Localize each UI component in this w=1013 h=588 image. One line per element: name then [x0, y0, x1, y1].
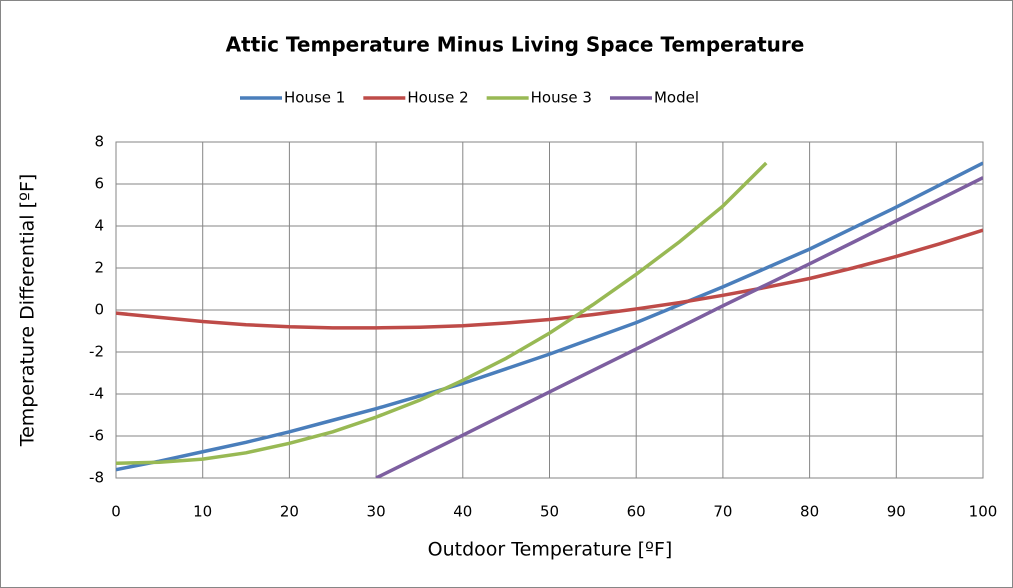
series-line — [116, 228, 983, 330]
plot-frame — [115, 141, 984, 479]
y-tick-label: 6 — [94, 175, 104, 193]
y-axis-label: Temperature Differential [ºF] — [17, 174, 39, 448]
y-tick-label: 4 — [94, 217, 104, 235]
series-line — [116, 161, 983, 472]
x-tick-label: 90 — [887, 503, 906, 521]
x-tick-label: 40 — [453, 503, 472, 521]
y-tick-label: -2 — [89, 343, 104, 361]
x-axis-label: Outdoor Temperature [ºF] — [428, 539, 673, 561]
x-tick-label: 10 — [193, 503, 212, 521]
legend-label: House 1 — [284, 89, 345, 107]
x-tick-label: 100 — [969, 503, 998, 521]
x-tick-label: 30 — [367, 503, 386, 521]
y-tick-label: 0 — [94, 301, 104, 319]
y-tick-label: -6 — [89, 427, 104, 445]
x-tick-label: 70 — [713, 503, 732, 521]
legend-label: House 2 — [407, 89, 468, 107]
x-tick-label: 60 — [627, 503, 646, 521]
legend-label: House 3 — [531, 89, 592, 107]
legend-label: Model — [654, 89, 699, 107]
y-tick-label: -4 — [89, 385, 104, 403]
x-tick-label: 0 — [111, 503, 121, 521]
x-tick-label: 50 — [540, 503, 559, 521]
plot-lines — [116, 161, 983, 478]
x-tick-label: 80 — [800, 503, 819, 521]
y-tick-label: 8 — [94, 133, 104, 151]
series-line — [116, 161, 768, 466]
y-tick-label: 2 — [94, 259, 104, 277]
chart-title: Attic Temperature Minus Living Space Tem… — [226, 33, 805, 57]
y-tick-label: -8 — [89, 469, 104, 487]
x-tick-label: 20 — [280, 503, 299, 521]
series-line — [375, 176, 983, 478]
